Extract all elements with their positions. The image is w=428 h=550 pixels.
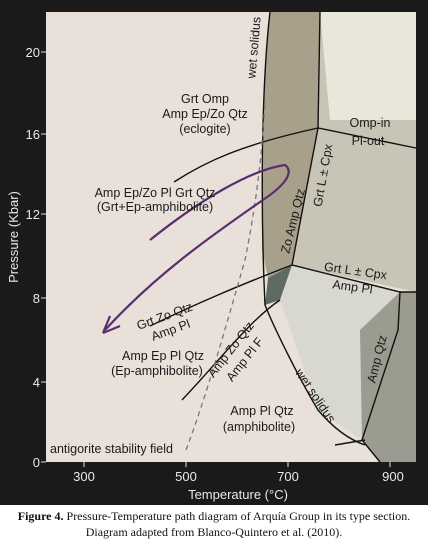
label-ep-amph-2: (Ep-amphibolite) (111, 364, 203, 378)
omp-in-line (173, 127, 417, 183)
field-zo-amp-qtz (262, 12, 320, 278)
grt-zo-qtz-line (149, 264, 416, 327)
y-tick-4: 4 (33, 375, 40, 390)
antigorite-boundary (185, 99, 266, 451)
amp-zo-qtz-line (181, 299, 281, 401)
label-ep-amph-1: Amp Ep Pl Qtz (122, 349, 204, 363)
x-tick-marks (83, 462, 391, 467)
pt-diagram-figure: 300 500 700 900 0 4 8 12 16 20 Temperatu… (0, 0, 428, 505)
label-amphibolite-2: (amphibolite) (223, 420, 295, 434)
y-tick-8: 8 (33, 291, 40, 306)
label-omp-in: Omp-in (350, 116, 391, 130)
boundary-lines (149, 11, 417, 463)
field-amp-qtz (360, 292, 416, 462)
y-tick-marks (41, 51, 46, 463)
wet-solidus-line (261, 11, 366, 446)
label-antigorite: antigorite stability field (50, 442, 173, 456)
y-tick-0: 0 (33, 455, 40, 470)
label-amp-pl-mid: Amp Pl (332, 277, 374, 296)
y-tick-16: 16 (26, 127, 40, 142)
x-tick-500: 500 (175, 469, 197, 484)
x-tick-700: 700 (277, 469, 299, 484)
field-grt-l-cpx-mid (292, 128, 416, 292)
pt-path (104, 163, 290, 331)
x-tick-900: 900 (382, 469, 404, 484)
label-eclogite-2: Amp Ep/Zo Qtz (162, 107, 247, 121)
pt-path-arrowhead (101, 315, 121, 335)
y-axis-title: Pressure (Kbar) (6, 191, 21, 283)
label-pl-out: Pl-out (352, 134, 385, 148)
amp-qtz-boundary (361, 291, 401, 463)
label-grt-ep-amph-1: Amp Ep/Zo Pl Grt Qtz (95, 186, 216, 200)
label-wet-solidus-upper: wet solidus (244, 16, 263, 80)
right-vertical-line (291, 11, 321, 266)
amphibolite-base-line (334, 439, 366, 446)
figure-caption: Figure 4. Pressure-Temperature path diag… (0, 508, 428, 540)
field-far-right (320, 12, 416, 120)
label-amphibolite-1: Amp Pl Qtz (230, 404, 293, 418)
label-grt-ep-amph-2: (Grt+Ep-amphibolite) (97, 200, 213, 214)
label-eclogite-3: (eclogite) (179, 122, 230, 136)
x-tick-300: 300 (73, 469, 95, 484)
pt-diagram-svg: 300 500 700 900 0 4 8 12 16 20 Temperatu… (0, 0, 428, 505)
caption-figure-label: Figure 4. (17, 509, 64, 523)
label-eclogite-1: Grt Omp (181, 92, 229, 106)
caption-line-1: Pressure-Temperature path diagram of Arq… (66, 509, 411, 523)
x-axis-title: Temperature (°C) (188, 487, 288, 502)
dark-wedge (265, 265, 292, 305)
caption-line-2: Diagram adapted from Blanco-Quintero et … (85, 525, 343, 539)
y-tick-12: 12 (26, 207, 40, 222)
y-tick-20: 20 (26, 45, 40, 60)
